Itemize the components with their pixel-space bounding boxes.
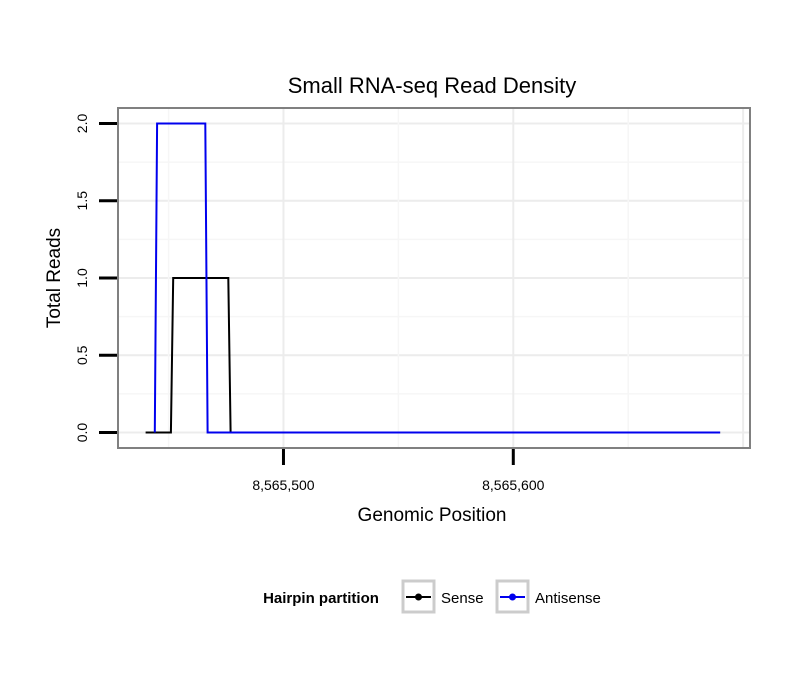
x-tick-label: 8,565,500 [252,477,314,493]
legend-title: Hairpin partition [263,590,379,607]
x-axis-ticks: 8,565,500 8,565,600 [252,449,545,493]
legend-key-point [509,593,516,601]
y-tick-label: 1.0 [74,268,90,288]
y-tick-label: 0.5 [74,345,90,365]
y-tick-label: 2.0 [74,114,90,134]
plot-panel-border [117,107,751,449]
series-lines [145,122,721,434]
y-axis-ticks: 0.0 0.5 1.0 1.5 2.0 [74,114,117,443]
legend: Hairpin partition Sense Antisense [263,579,601,614]
x-tick-label: 8,565,600 [482,477,544,493]
legend-label-antisense: Antisense [535,590,601,607]
chart-title: Small RNA-seq Read Density [288,73,577,98]
y-tick-label: 0.0 [74,423,90,443]
y-tick-label: 1.5 [74,191,90,211]
legend-label-sense: Sense [441,590,484,607]
legend-key-point [415,593,422,601]
grid [118,108,750,448]
series-line-antisense [153,122,721,434]
y-axis-label: Total Reads [44,228,65,328]
x-axis-label: Genomic Position [358,505,507,526]
